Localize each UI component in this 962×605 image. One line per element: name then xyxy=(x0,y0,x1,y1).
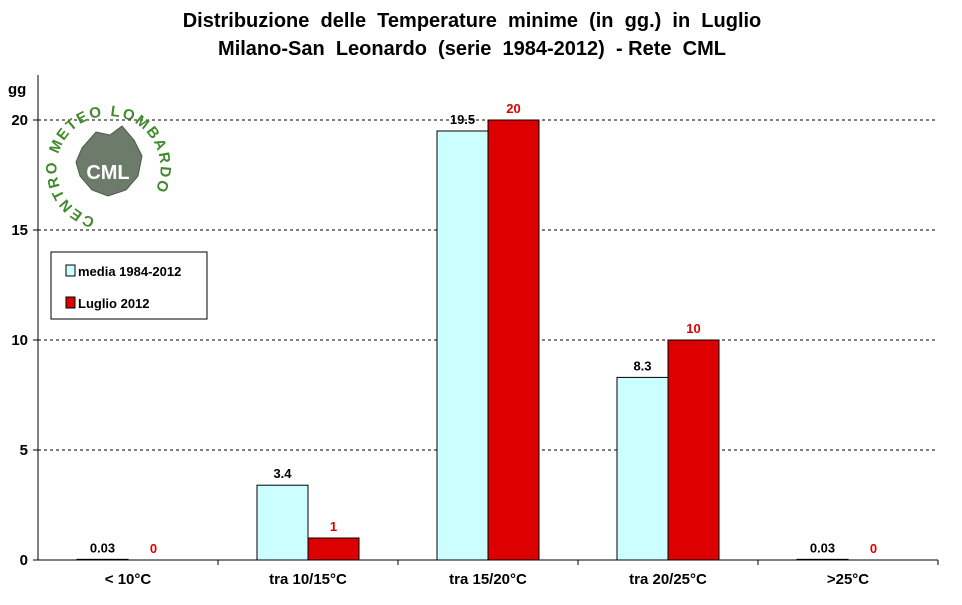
logo-center-text: CML xyxy=(86,162,129,184)
data-label: 0.03 xyxy=(90,540,115,555)
data-label: 20 xyxy=(506,101,520,116)
data-label: 8.3 xyxy=(633,358,651,373)
bar-layer xyxy=(76,119,849,561)
legend-box xyxy=(50,251,208,320)
legend-label-luglio: Luglio 2012 xyxy=(78,296,150,311)
data-label: 0.03 xyxy=(810,540,835,555)
y-tick-label: 10 xyxy=(11,332,28,349)
bar-luglio xyxy=(487,119,540,561)
bar-media xyxy=(436,130,489,561)
bar-media xyxy=(256,484,309,561)
bar-luglio xyxy=(307,537,360,561)
legend-label-media: media 1984-2012 xyxy=(78,264,181,279)
data-label: 3.4 xyxy=(273,466,292,481)
legend: media 1984-2012 Luglio 2012 xyxy=(50,251,208,320)
chart-title-line2: Milano-San Leonardo (serie 1984-2012) - … xyxy=(218,38,726,60)
cml-logo: CENTRO METEO LOMBARDO CML xyxy=(43,103,171,231)
y-axis-label: gg xyxy=(8,81,26,98)
y-tick-label: 20 xyxy=(11,112,28,129)
x-tick-label: tra 10/15°C xyxy=(269,571,347,588)
bar-media xyxy=(616,376,669,561)
axis-layer xyxy=(33,75,939,565)
x-tick-label: < 10°C xyxy=(105,571,152,588)
legend-swatch-media xyxy=(65,264,76,277)
y-tick-label: 15 xyxy=(11,222,28,239)
x-tick-label: tra 15/20°C xyxy=(449,571,527,588)
y-tick-label: 0 xyxy=(20,552,28,569)
x-tick-label: tra 20/25°C xyxy=(629,571,707,588)
y-tick-label: 5 xyxy=(20,442,28,459)
data-label: 19.5 xyxy=(450,112,475,127)
label-layer: 0 5 10 15 20 < 10°C 0.03 0 tra 10/15°C 3.4 1 tra 15… xyxy=(11,101,877,588)
data-label: 0 xyxy=(150,541,157,556)
data-label: 10 xyxy=(686,321,700,336)
lombardy-map-icon xyxy=(75,125,143,197)
data-label: 0 xyxy=(870,541,877,556)
chart-title-line1: Distribuzione delle Temperature minime (… xyxy=(183,10,762,32)
data-label: 1 xyxy=(330,519,337,534)
x-tick-label: >25°C xyxy=(827,571,869,588)
legend-swatch-luglio xyxy=(65,296,76,309)
bar-luglio xyxy=(667,339,720,561)
